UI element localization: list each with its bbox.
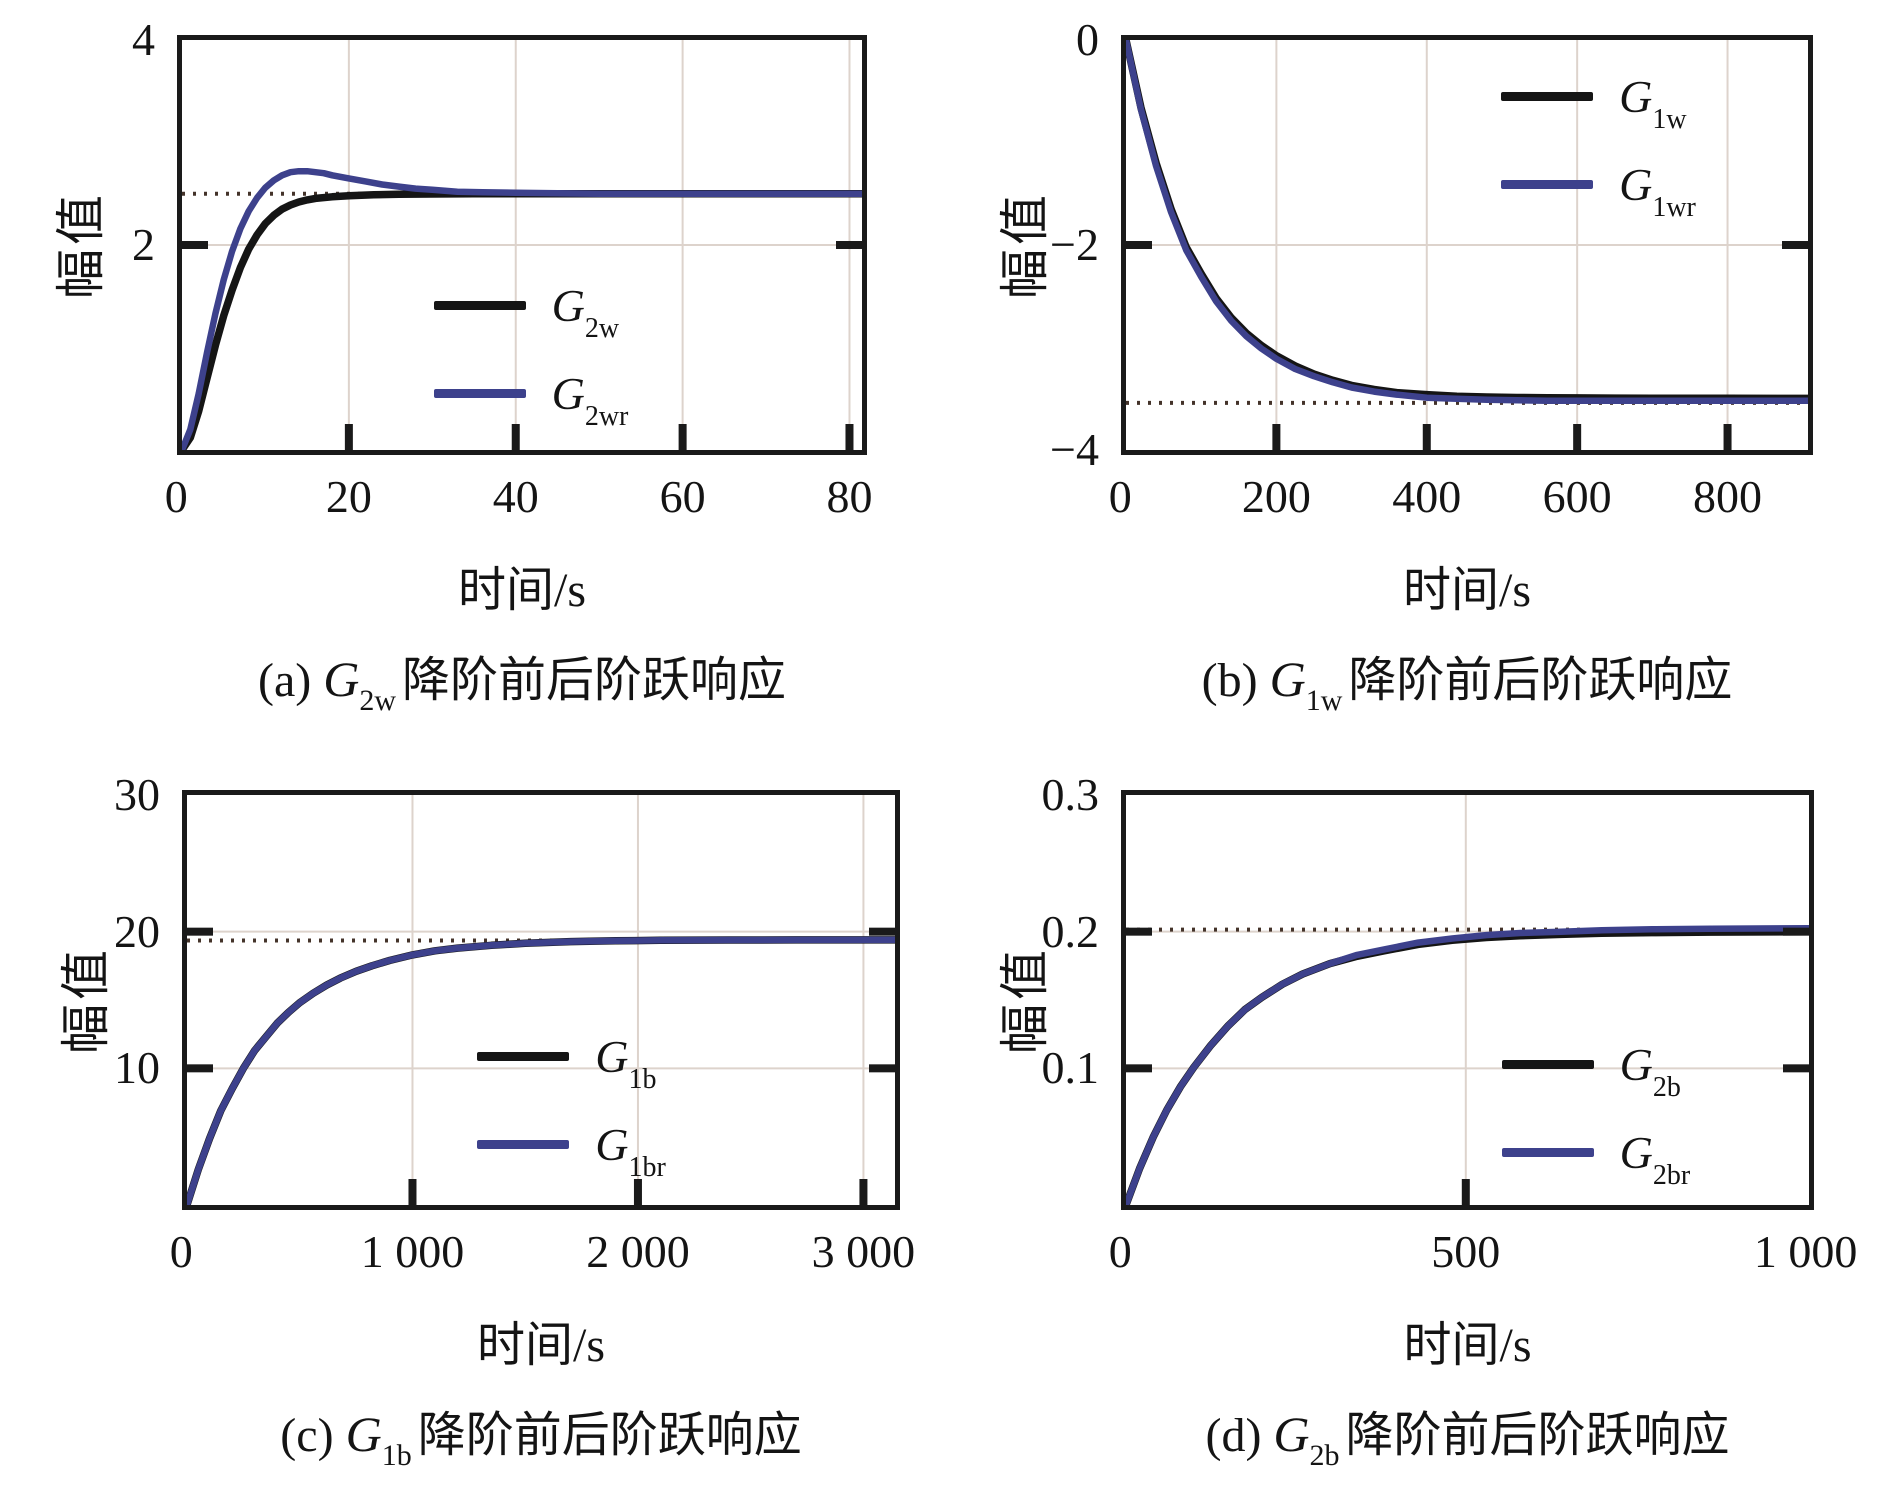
x-tick-label: 60 bbox=[659, 471, 706, 522]
legend-entry: G2b bbox=[1501, 1021, 1697, 1109]
x-tick-label: 3 000 bbox=[811, 1226, 916, 1277]
legend-label: G bbox=[551, 367, 585, 419]
legend-label: G bbox=[595, 1030, 629, 1082]
legend: G2w G2wr bbox=[433, 261, 635, 437]
legend-swatch bbox=[477, 1051, 570, 1061]
y-tick-label: −4 bbox=[1050, 424, 1099, 475]
legend: G2b G2br bbox=[1501, 1021, 1697, 1197]
x-axis-label: 时间/s bbox=[457, 564, 587, 617]
plot-svg bbox=[187, 795, 895, 1205]
y-tick-label: 0.3 bbox=[1041, 769, 1100, 820]
y-axis-label: 幅值 bbox=[997, 946, 1053, 1054]
legend-swatch bbox=[477, 1139, 570, 1149]
x-tick-label: 0 bbox=[1108, 1226, 1132, 1277]
y-tick-label: 2 bbox=[132, 219, 155, 270]
plot-area: G2b G2br bbox=[1121, 790, 1814, 1210]
legend-label: G bbox=[551, 279, 585, 331]
plot-svg bbox=[1126, 40, 1808, 450]
legend-swatch bbox=[1501, 1060, 1594, 1069]
legend-entry: G2wr bbox=[433, 349, 635, 437]
y-tick-label: 0 bbox=[1076, 14, 1099, 65]
y-tick-label: 20 bbox=[114, 905, 160, 957]
legend-swatch bbox=[433, 300, 526, 310]
y-axis-label: 幅值 bbox=[997, 191, 1053, 299]
legend-label: G bbox=[595, 1118, 629, 1170]
legend-label: G bbox=[1619, 1127, 1653, 1178]
x-axis-label: 时间/s bbox=[1402, 564, 1532, 617]
legend: G1w G1wr bbox=[1501, 52, 1702, 228]
y-axis-label: 幅值 bbox=[58, 946, 114, 1054]
y-tick-label: −2 bbox=[1050, 219, 1099, 270]
plot-area: G1b G1br bbox=[182, 790, 900, 1210]
x-tick-label: 2 000 bbox=[586, 1226, 690, 1277]
legend-swatch bbox=[433, 388, 526, 398]
x-tick-label: 400 bbox=[1392, 471, 1462, 522]
x-tick-label: 1 000 bbox=[360, 1226, 465, 1277]
legend-label: G bbox=[1619, 70, 1653, 122]
legend-label: G bbox=[1619, 158, 1653, 210]
legend-entry: G1wr bbox=[1501, 140, 1702, 228]
plot-area: G2w G2wr bbox=[177, 35, 867, 455]
x-tick-label: 0 bbox=[1108, 471, 1132, 522]
x-tick-label: 80 bbox=[826, 471, 873, 522]
x-tick-label: 800 bbox=[1693, 471, 1763, 522]
legend-swatch bbox=[1501, 179, 1594, 189]
x-tick-label: 500 bbox=[1431, 1226, 1501, 1277]
y-axis-label: 幅值 bbox=[53, 191, 109, 299]
x-tick-label: 20 bbox=[325, 471, 372, 522]
x-tick-label: 200 bbox=[1241, 471, 1311, 522]
x-tick-label: 1 000 bbox=[1753, 1226, 1858, 1277]
legend-label: G bbox=[1619, 1039, 1653, 1090]
chart-caption: (c) G1b 降阶前后阶跃响应 bbox=[280, 1406, 802, 1472]
legend-entry: G1w bbox=[1501, 52, 1702, 140]
chart-caption: (a) G2w 降阶前后阶跃响应 bbox=[257, 651, 787, 717]
x-tick-label: 0 bbox=[169, 1226, 193, 1277]
x-tick-label: 600 bbox=[1542, 471, 1612, 522]
legend-entry: G1br bbox=[477, 1100, 672, 1188]
y-tick-label: 30 bbox=[114, 769, 160, 820]
plot-svg bbox=[182, 40, 862, 450]
y-tick-label: 4 bbox=[132, 14, 155, 65]
x-tick-label: 0 bbox=[164, 471, 188, 522]
x-axis-label: 时间/s bbox=[1403, 1319, 1532, 1372]
x-axis-label: 时间/s bbox=[476, 1319, 606, 1372]
y-tick-label: 0.2 bbox=[1041, 905, 1100, 957]
plot-svg bbox=[1126, 795, 1809, 1205]
x-tick-label: 40 bbox=[492, 471, 539, 522]
legend: G1b G1br bbox=[477, 1012, 672, 1188]
legend-swatch bbox=[1501, 1148, 1594, 1157]
legend-swatch bbox=[1501, 91, 1594, 101]
legend-entry: G2br bbox=[1501, 1109, 1697, 1197]
legend-entry: G1b bbox=[477, 1012, 672, 1100]
plot-area: G1w G1wr bbox=[1121, 35, 1813, 455]
y-tick-label: 10 bbox=[114, 1042, 160, 1094]
chart-caption: (b) G1w 降阶前后阶跃响应 bbox=[1201, 651, 1733, 717]
chart-caption: (d) G2b 降阶前后阶跃响应 bbox=[1205, 1406, 1730, 1472]
legend-entry: G2w bbox=[433, 261, 635, 349]
y-tick-label: 0.1 bbox=[1041, 1042, 1100, 1094]
